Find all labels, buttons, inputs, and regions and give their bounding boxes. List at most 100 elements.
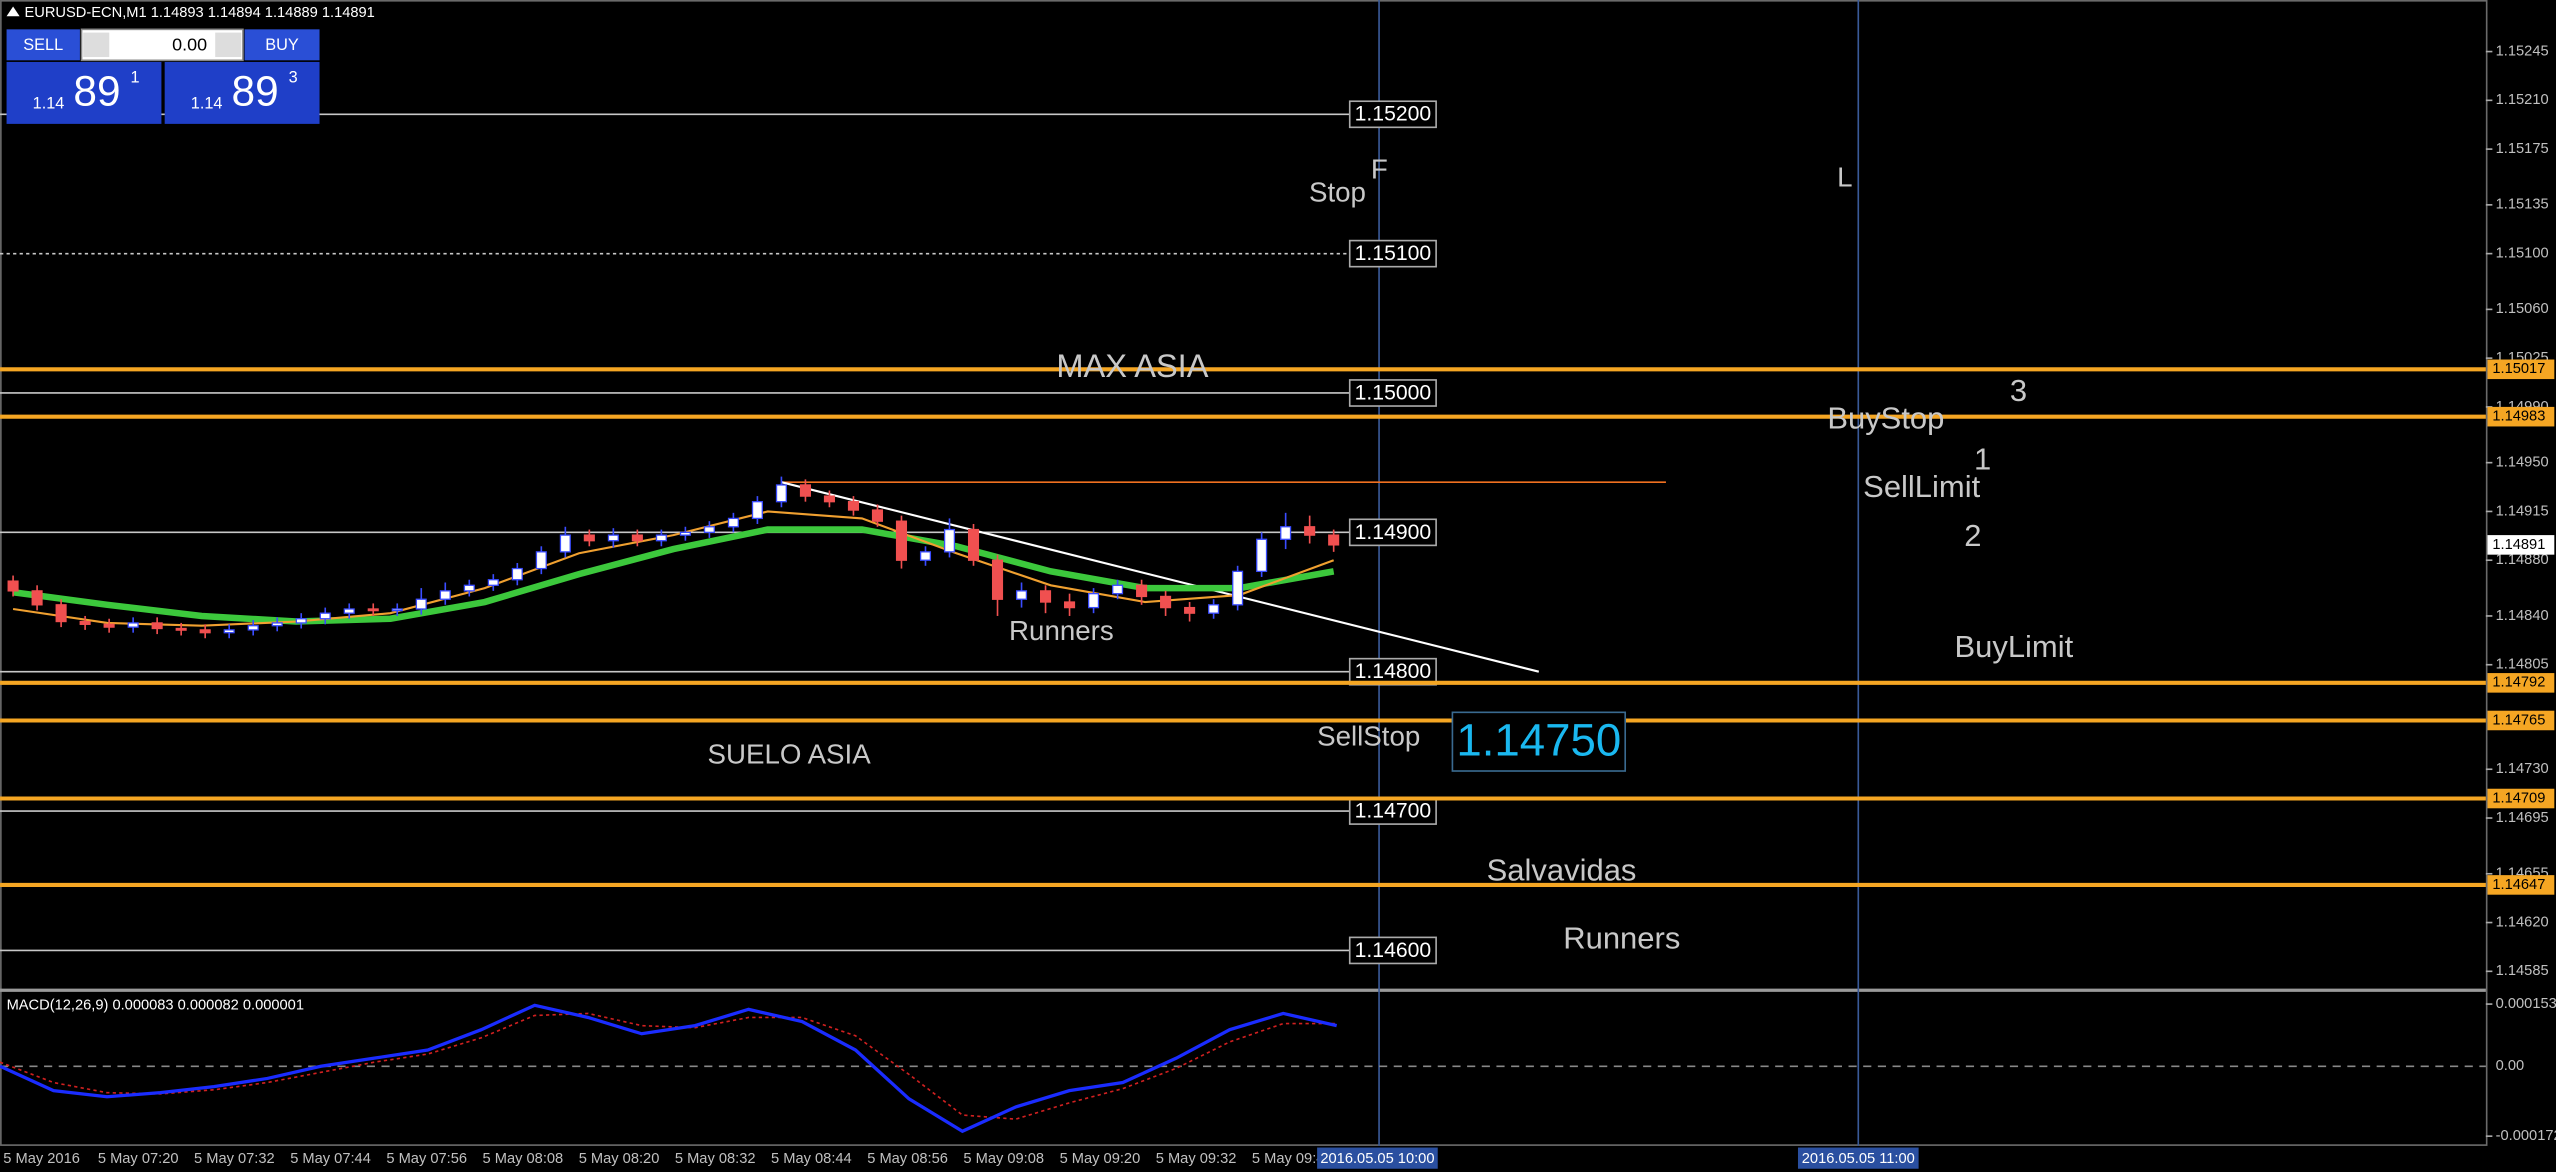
orange-tag (2487, 875, 2555, 895)
orange-tag (2487, 359, 2555, 380)
candle-body (199, 629, 211, 634)
candle-body (751, 501, 763, 520)
candle-body (1160, 595, 1172, 609)
candle-body (1328, 534, 1340, 546)
lots-down[interactable] (83, 32, 110, 58)
candle-body (343, 608, 355, 614)
y-tick-label: 1.15175 (2496, 141, 2549, 157)
candle-body (1256, 538, 1268, 573)
annotation: 1 (1974, 441, 1991, 476)
orange-tag-label: 1.15017 (2492, 361, 2545, 377)
annotation: 3 (2010, 373, 2027, 408)
buy-label[interactable]: BUY (265, 36, 299, 54)
level-label-box (1348, 797, 1437, 825)
y-tick-label: 1.14915 (2496, 503, 2549, 519)
candle-body (223, 629, 235, 634)
candle-body (679, 531, 691, 536)
level-label-box (1348, 518, 1437, 547)
macd-tick-label: 0.000153 (2496, 996, 2556, 1012)
y-tick-label: 1.14620 (2496, 914, 2549, 930)
y-tick-label: 1.14695 (2496, 810, 2549, 826)
orange-tag (2487, 406, 2555, 427)
annotation: BuyStop (1827, 401, 1944, 436)
time-marker: 2016.05.05 11:00 (1802, 1151, 1915, 1167)
candle-body (295, 618, 307, 624)
candle-body (487, 579, 499, 586)
candle-body (391, 608, 403, 612)
time-label: 5 May 08:20 (579, 1151, 660, 1167)
candle-body (919, 551, 932, 561)
sell-price-box[interactable] (6, 61, 162, 124)
y-tick-label: 1.15100 (2496, 246, 2549, 262)
annotation: SellStop (1317, 721, 1420, 752)
candle-body (127, 622, 139, 628)
y-tick-label: 1.14585 (2496, 963, 2549, 979)
lots-value[interactable]: 0.00 (172, 34, 207, 54)
candle-body (367, 608, 379, 612)
level-label-box (1348, 379, 1437, 407)
annotation: MAX ASIA (1056, 347, 1208, 384)
annotation: L (1837, 162, 1852, 193)
candle-body (7, 580, 19, 592)
ma-slow (12, 526, 1335, 625)
time-label: 5 May 07:56 (386, 1151, 467, 1167)
y-tick-label: 1.14950 (2496, 455, 2549, 471)
candle-body (799, 484, 811, 497)
time-label: 5 May 09:08 (963, 1151, 1044, 1167)
level-label-box (1348, 239, 1437, 268)
candle-body (583, 534, 595, 542)
level-label: 1.15200 (1355, 103, 1432, 126)
bid-tag (2487, 535, 2555, 555)
time-marker-box (1317, 1147, 1438, 1169)
candle-body (1304, 526, 1316, 536)
orange-tag-label: 1.14792 (2492, 675, 2545, 691)
macd-line (0, 1003, 1338, 1134)
time-label: 5 May 07:20 (98, 1151, 179, 1167)
candle-body (943, 528, 956, 553)
annotation: Runners (1009, 615, 1114, 646)
time-label: 5 May 2016 (3, 1151, 80, 1167)
candle-body (151, 622, 163, 630)
buy-price-box[interactable] (164, 61, 320, 124)
sell-button[interactable] (6, 29, 80, 61)
candle-body (535, 551, 547, 570)
level-label: 1.14600 (1355, 939, 1432, 962)
macd-tick-label: 0.00 (2496, 1058, 2525, 1074)
annotation: Salvavidas (1487, 852, 1637, 887)
candle-body (271, 622, 283, 627)
orange-tag (2487, 788, 2555, 809)
candle-body (463, 584, 475, 592)
candle-body (991, 559, 1004, 600)
annotation: BuyLimit (1954, 629, 2073, 664)
buy-sup: 3 (289, 69, 298, 87)
candle-body (967, 528, 980, 561)
buy-button[interactable] (244, 29, 320, 61)
annotation: 1.14750 (1456, 714, 1621, 765)
y-tick-label: 1.15060 (2496, 301, 2549, 317)
candle-body (1280, 526, 1292, 540)
candle-body (1232, 570, 1244, 606)
annotation: 2 (1964, 518, 1981, 553)
candle-body (1184, 606, 1196, 614)
time-label: 5 May 07:44 (290, 1151, 371, 1167)
candle-body (1015, 590, 1028, 600)
annotation: Stop (1309, 176, 1366, 207)
orange-tag-label: 1.14765 (2492, 712, 2545, 728)
annotation: F (1371, 153, 1388, 184)
candle-body (511, 567, 523, 581)
time-label: 5 May 09:32 (1156, 1151, 1237, 1167)
sell-prefix: 1.14 (33, 95, 65, 113)
sell-label[interactable]: SELL (23, 36, 63, 54)
candle-body (1112, 584, 1124, 595)
collapse-icon[interactable] (6, 6, 20, 17)
candle-body (415, 598, 427, 610)
candle-body (823, 495, 835, 503)
level-label: 1.15000 (1355, 381, 1432, 404)
bid-label: 1.14891 (2492, 537, 2545, 553)
candle-body (103, 623, 115, 628)
candle-body (175, 627, 187, 631)
candle-body (79, 620, 91, 625)
candle-body (1064, 601, 1076, 609)
lots-up[interactable] (215, 32, 242, 58)
